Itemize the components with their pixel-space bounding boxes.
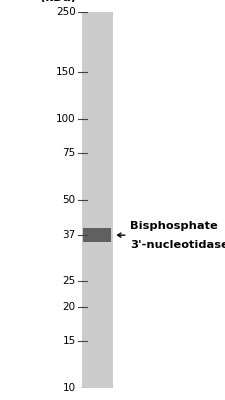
Text: 37: 37 — [63, 230, 76, 240]
Text: 20: 20 — [63, 302, 76, 312]
Text: 100: 100 — [56, 114, 76, 124]
Text: 10: 10 — [63, 383, 76, 393]
Text: (kDa): (kDa) — [40, 0, 76, 4]
Text: Bisphosphate: Bisphosphate — [130, 221, 218, 231]
Bar — [83, 228, 111, 242]
Bar — [82, 12, 112, 388]
Text: 15: 15 — [63, 336, 76, 346]
Text: 250: 250 — [56, 7, 76, 17]
Text: 75: 75 — [63, 148, 76, 158]
Text: 3'-nucleotidase: 3'-nucleotidase — [130, 240, 225, 250]
Text: 50: 50 — [63, 195, 76, 205]
Text: 150: 150 — [56, 67, 76, 77]
Text: 25: 25 — [63, 276, 76, 286]
